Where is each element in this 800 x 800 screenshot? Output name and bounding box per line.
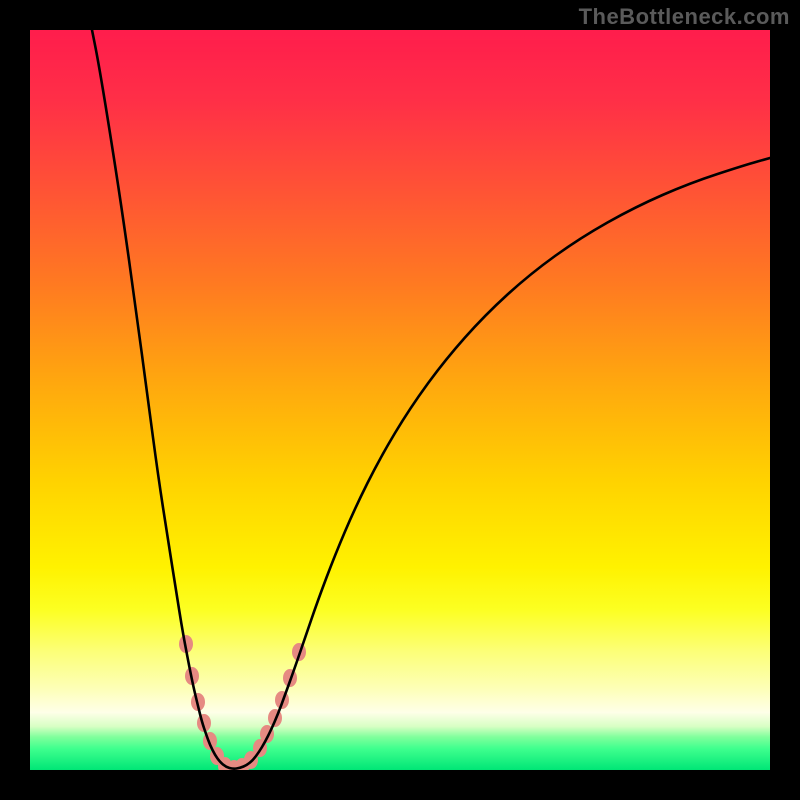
curve-layer: [30, 30, 770, 770]
plot-area: [30, 30, 770, 770]
chart-canvas: TheBottleneck.com: [0, 0, 800, 800]
watermark-text: TheBottleneck.com: [579, 4, 790, 30]
bottleneck-curve: [92, 30, 770, 769]
